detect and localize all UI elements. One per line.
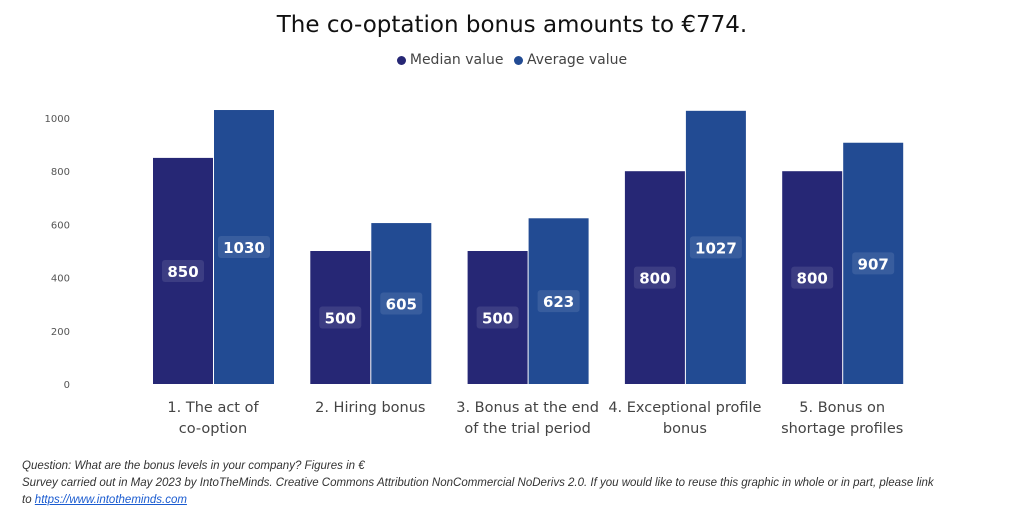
average-dot-icon — [513, 55, 523, 65]
footer-link-line: to https://www.intotheminds.com — [22, 492, 934, 509]
data-label-bg — [537, 290, 580, 313]
x-tick-label: co-option — [179, 421, 247, 437]
x-tick-label: 1. The act of — [167, 400, 259, 416]
bar — [843, 142, 904, 384]
data-label-bg — [791, 266, 834, 289]
y-tick-label: 600 — [51, 220, 70, 231]
data-label-bg — [633, 266, 676, 289]
bar — [153, 157, 213, 384]
data-label-bg — [380, 292, 423, 315]
data-label: 623 — [543, 293, 574, 311]
x-tick-label: 5. Bonus on — [799, 400, 885, 416]
data-label: 500 — [325, 310, 356, 328]
legend-label: Average value — [526, 52, 628, 68]
bar — [467, 251, 528, 384]
legend-item-median: Median value — [396, 52, 504, 68]
data-label-bg — [319, 306, 362, 329]
data-label: 850 — [167, 263, 198, 281]
y-tick-label: 1000 — [45, 114, 70, 125]
bar-chart: 0 200 400 600 800 1000 850 1030 1. The act of co-… — [45, 110, 904, 437]
y-tick-label: 800 — [51, 167, 70, 178]
x-tick-label: 4. Exceptional profile — [608, 400, 761, 416]
bar — [782, 171, 843, 384]
y-tick-label: 200 — [51, 327, 70, 338]
legend-label: Median value — [409, 52, 504, 68]
data-label: 907 — [858, 255, 889, 273]
x-tick-label: of the trial period — [464, 421, 590, 437]
x-tick-label: shortage profiles — [781, 421, 903, 437]
data-label-bg — [162, 259, 204, 282]
bar — [528, 218, 589, 384]
y-tick-label: 400 — [51, 274, 70, 285]
data-label-bg — [689, 236, 742, 259]
data-label: 800 — [797, 270, 828, 288]
data-label: 1030 — [223, 239, 265, 257]
bar — [371, 223, 432, 384]
bar — [624, 171, 685, 384]
data-label: 605 — [386, 296, 417, 314]
website-link[interactable]: https://www.intotheminds.com — [34, 494, 187, 506]
footer-question: Question: What are the bonus levels in y… — [22, 460, 365, 472]
chart-title: The co-optation bonus amounts to €774. — [276, 12, 748, 38]
x-tick-label: bonus — [663, 421, 707, 437]
data-label-bg — [852, 252, 895, 275]
footer-prefix: to — [22, 494, 35, 506]
data-label: 500 — [482, 310, 513, 328]
median-dot-icon — [396, 55, 406, 65]
data-label-bg — [476, 306, 519, 329]
legend: Median value Average value — [0, 52, 1024, 68]
data-label: 1027 — [695, 239, 737, 257]
bar — [685, 110, 746, 385]
footer: Question: What are the bonus levels in y… — [22, 458, 934, 509]
data-label-bg — [218, 236, 270, 259]
legend-item-average: Average value — [513, 52, 628, 68]
bar — [214, 110, 274, 385]
x-tick-label: 3. Bonus at the end — [456, 400, 599, 416]
data-label: 800 — [639, 270, 670, 288]
x-tick-label: 2. Hiring bonus — [315, 400, 425, 416]
bar — [310, 251, 371, 384]
y-tick-label: 0 — [64, 380, 70, 391]
footer-credits: Survey carried out in May 2023 by IntoTh… — [22, 477, 934, 489]
